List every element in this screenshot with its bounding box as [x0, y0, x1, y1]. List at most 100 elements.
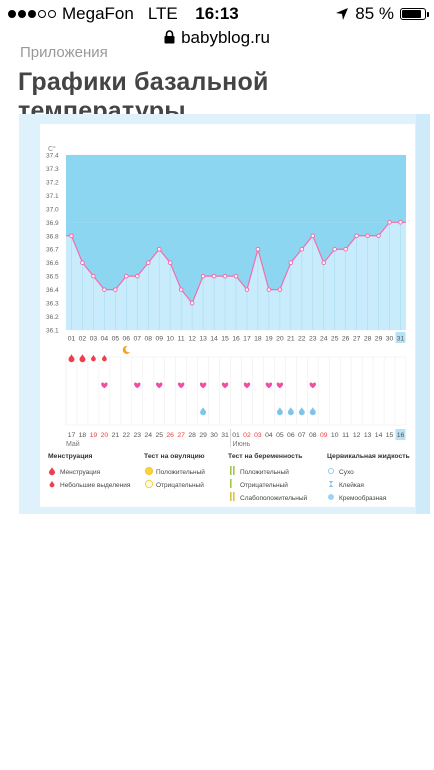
heart-icon [101, 382, 108, 389]
x-tick-label: 06 [123, 336, 131, 343]
date-label: 03 [254, 432, 262, 439]
temperature-point [113, 287, 118, 292]
network-type: LTE [147, 4, 178, 23]
temperature-point [332, 246, 338, 252]
pregnancy-test-icon [233, 492, 235, 501]
breadcrumb[interactable]: Приложения [20, 44, 108, 61]
moon-icon [122, 345, 131, 354]
small-discharge-drop-icon [101, 354, 107, 362]
location-arrow-icon [336, 8, 349, 20]
x-tick-label: 10 [166, 336, 174, 343]
y-tick-label: 36.3 [46, 301, 59, 308]
y-tick-label: 36.8 [46, 233, 59, 240]
heart-icon [199, 382, 207, 389]
lock-icon [164, 30, 175, 44]
legend-title-pregnancy: Тест на беременность [228, 452, 302, 460]
fluid-sticky-icon [329, 481, 333, 487]
pregnancy-test-icon [233, 466, 235, 475]
temperature-point [277, 287, 283, 292]
heart-icon [156, 382, 163, 389]
y-tick-label: 37.2 [46, 179, 59, 186]
temperature-point [145, 260, 151, 265]
heart-icon [276, 382, 284, 389]
y-tick-label: 37.3 [46, 166, 59, 173]
y-tick-label: 36.5 [46, 274, 59, 281]
date-label: 10 [331, 432, 339, 439]
x-tick-label: 16 [232, 336, 240, 343]
egg-white-drop-icon [298, 407, 305, 416]
x-tick-label: 28 [364, 336, 372, 343]
temperature-point [354, 233, 359, 239]
heart-icon [134, 382, 141, 389]
date-label: 05 [276, 432, 284, 439]
y-tick-label: 36.7 [46, 247, 59, 254]
x-tick-label: 12 [188, 336, 196, 343]
date-label: 27 [177, 432, 185, 439]
temperature-point [102, 287, 107, 292]
today-day-highlight [395, 332, 406, 343]
temperature-point [244, 287, 250, 292]
pregnancy-test-icon [230, 479, 232, 488]
x-tick-label: 13 [199, 336, 207, 343]
status-left: MegaFon LTE [8, 4, 178, 24]
date-label: 06 [287, 432, 295, 439]
temperature-point [124, 273, 129, 279]
legend-item: Положительный [240, 468, 289, 476]
temperature-point [365, 233, 370, 239]
legend-item: Отрицательный [156, 481, 204, 489]
date-label: 28 [188, 432, 196, 439]
date-label: 11 [342, 432, 349, 439]
x-tick-label: 17 [243, 336, 251, 343]
temperature-point [91, 273, 96, 279]
x-tick-label: 09 [155, 336, 163, 343]
egg-white-drop-icon [287, 407, 294, 416]
chart-scroll-edge[interactable] [416, 114, 430, 514]
x-tick-label: 01 [68, 336, 76, 343]
temperature-point [255, 246, 261, 252]
date-label: 13 [364, 432, 372, 439]
egg-white-drop-icon [309, 407, 316, 416]
date-label: 22 [123, 432, 131, 439]
x-tick-label: 07 [134, 336, 142, 343]
date-label: 29 [199, 432, 207, 439]
temperature-point [299, 246, 305, 252]
legend-item: Клейкая [339, 481, 364, 489]
temperature-point [156, 246, 162, 252]
date-label: 08 [309, 432, 317, 439]
x-tick-label: 24 [320, 336, 328, 343]
x-tick-label: 04 [101, 336, 109, 343]
legend-item: Отрицательный [240, 481, 288, 489]
legend-item: Сухо [339, 469, 354, 476]
pregnancy-test-icon [230, 492, 232, 501]
chart-card: C° 37.4 37.3 37.2 37.1 37.0 36.9 36.8 36.7 36.6 36… [19, 114, 430, 538]
x-tick-label: 19 [265, 336, 273, 343]
events-grid [65, 356, 407, 426]
legend-title-ovulation: Тест на овуляцию [144, 453, 205, 460]
temperature-point [222, 273, 228, 279]
signal-strength-icon [8, 10, 56, 18]
date-label: 15 [386, 432, 394, 439]
date-label: 02 [243, 432, 251, 439]
y-axis-unit: C° [48, 145, 56, 153]
y-tick-label: 36.2 [46, 314, 59, 321]
fluid-creamy-icon [328, 494, 334, 500]
temperature-upper-band [66, 222, 406, 304]
small-discharge-legend-icon [49, 480, 55, 488]
heart-icon [221, 382, 229, 389]
legend-item: Кремообразная [339, 494, 387, 502]
address-bar[interactable]: babyblog.ru [0, 28, 434, 48]
date-label: 19 [90, 432, 98, 439]
date-label: 30 [210, 432, 218, 439]
y-tick-label: 37.4 [46, 153, 59, 160]
x-tick-label: 29 [375, 336, 383, 343]
date-label: 23 [134, 432, 142, 439]
pregnancy-test-icon [230, 466, 232, 475]
temperature-point [200, 273, 206, 279]
y-tick-label: 37.0 [46, 206, 59, 213]
temperature-point [288, 260, 294, 265]
y-tick-label: 36.9 [46, 220, 59, 227]
temperature-band [66, 155, 406, 223]
clock: 16:13 [195, 4, 239, 23]
ovulation-positive-icon [145, 466, 154, 475]
temperature-point [321, 260, 327, 265]
